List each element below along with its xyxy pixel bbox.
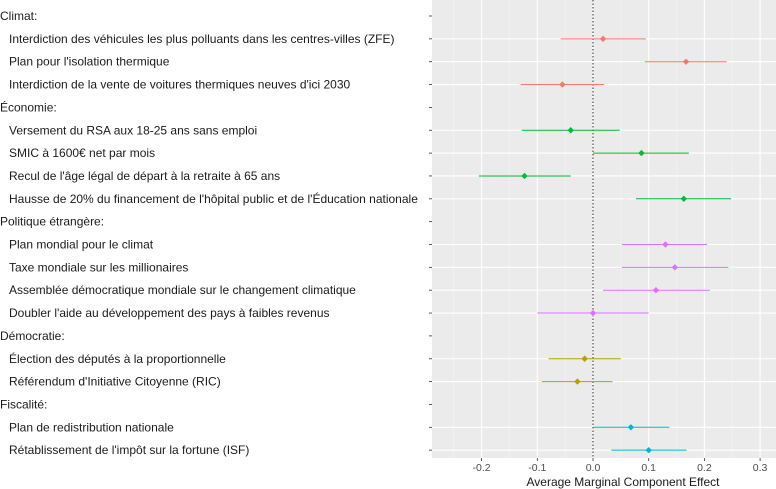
attribute-level-label: Plan pour l'isolation thermique xyxy=(9,55,170,69)
estimate-point xyxy=(559,81,566,88)
attribute-level-label: Plan mondial pour le climat xyxy=(9,238,154,252)
x-axis: -0.2 -0.1 0.0 0.1 0.2 0.3 xyxy=(473,458,768,474)
estimate-point xyxy=(638,149,645,157)
estimate-point xyxy=(652,287,660,294)
group-header-label: Politique étrangère: xyxy=(0,215,104,229)
attribute-level-label: Rétablissement de l'impôt sur la fortune… xyxy=(9,443,249,457)
attribute-level-label: Versement du RSA aux 18-25 ans sans empl… xyxy=(9,123,257,137)
x-tick-label: 0.2 xyxy=(697,462,712,474)
y-axis-labels: Climat: Interdiction des véhicules les pl… xyxy=(0,9,418,457)
estimate-point xyxy=(627,424,635,431)
x-tick-label: 0.3 xyxy=(753,462,768,474)
estimate-point xyxy=(521,172,528,180)
x-tick-label: -0.2 xyxy=(473,462,491,474)
estimate-point xyxy=(682,58,690,65)
group-header-label: Fiscalité: xyxy=(0,397,47,411)
attribute-level-label: Élection des députés à la proportionnell… xyxy=(9,351,226,366)
group-header-label: Démocratie: xyxy=(0,329,65,343)
estimate-point xyxy=(567,127,574,134)
attribute-level-label: Interdiction des véhicules les plus poll… xyxy=(9,32,395,46)
group-header-label: Climat: xyxy=(0,9,37,23)
estimate-point xyxy=(671,264,679,271)
estimate-point xyxy=(599,35,607,43)
attribute-level-label: Référendum d'Initiative Citoyenne (RIC) xyxy=(9,375,221,389)
attribute-level-label: Assemblée démocratique mondiale sur le c… xyxy=(9,283,356,297)
attribute-level-label: Hausse de 20% du financement de l'hôpita… xyxy=(9,191,418,206)
estimate-point xyxy=(680,195,687,202)
attribute-level-label: Interdiction de la vente de voitures the… xyxy=(9,78,350,92)
data-marks xyxy=(478,35,732,454)
estimate-point xyxy=(662,241,669,248)
estimate-point xyxy=(589,309,597,317)
estimate-point xyxy=(581,355,588,362)
group-header-label: Économie: xyxy=(0,99,57,114)
x-tick-label: -0.1 xyxy=(528,462,546,474)
attribute-level-label: SMIC à 1600€ net par mois xyxy=(9,146,155,160)
y-axis-ticks xyxy=(429,15,432,451)
estimate-point xyxy=(574,378,581,385)
panel-background xyxy=(432,0,776,458)
estimate-point xyxy=(645,446,652,454)
x-tick-label: 0.0 xyxy=(586,462,601,474)
attribute-level-label: Recul de l'âge légal de départ à la retr… xyxy=(9,169,280,183)
attribute-level-label: Taxe mondiale sur les millionaires xyxy=(9,260,188,274)
attribute-level-label: Plan de redistribution nationale xyxy=(9,420,174,434)
x-tick-label: 0.1 xyxy=(641,462,656,474)
x-axis-title: Average Marginal Component Effect xyxy=(526,475,720,489)
attribute-level-label: Doubler l'aide au développement des pays… xyxy=(9,306,330,320)
